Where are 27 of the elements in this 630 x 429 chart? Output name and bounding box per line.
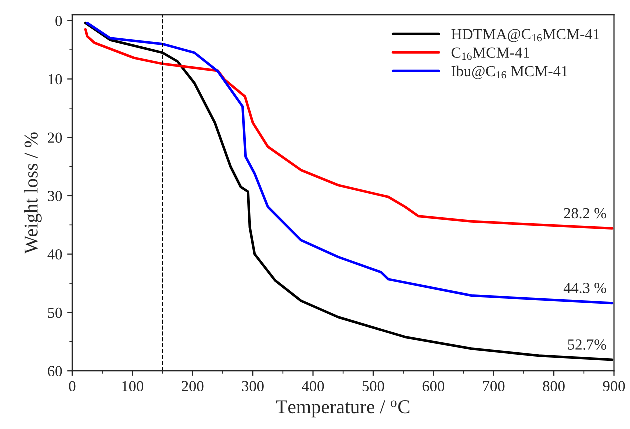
y-tick-label: 10 — [48, 74, 62, 85]
y-tick-label: 60 — [48, 366, 62, 377]
x-tick-label: 0 — [69, 381, 76, 392]
x-tick-label: 100 — [122, 381, 144, 392]
y-tick-label: 40 — [48, 249, 62, 260]
x-tick-label: 800 — [543, 381, 565, 392]
y-tick-label: 20 — [48, 132, 62, 144]
x-tick-label: 200 — [182, 381, 204, 392]
x-tick-label: 600 — [422, 381, 445, 392]
line-series — [86, 22, 614, 305]
y-tick-label: 30 — [48, 191, 62, 202]
annotation: 44.3 % — [564, 283, 606, 294]
x-tick-label: 900 — [603, 381, 626, 392]
y-tick-label: 0 — [56, 16, 62, 26]
x-tick-label: 300 — [242, 381, 264, 392]
x-tick-label: 400 — [302, 381, 324, 392]
x-axis-title: Temperature / $^{o}$C — [276, 400, 410, 418]
y-axis-title: Weight loss / % — [24, 132, 42, 254]
annotation: 52.7% — [568, 340, 606, 350]
x-tick-label: 500 — [362, 381, 384, 392]
annotation: 28.2 % — [564, 208, 606, 219]
x-tick-label: 700 — [483, 381, 505, 392]
legend-label: Ibu@C$_{16}$ MCM-41 — [452, 66, 568, 80]
y-tick-label: 50 — [48, 308, 62, 318]
legend-label: HDTMA@C$_{16}$MCM-41 — [452, 29, 600, 42]
line-series — [84, 28, 614, 230]
legend-label: C$_{16}$MCM-41 — [452, 48, 530, 60]
